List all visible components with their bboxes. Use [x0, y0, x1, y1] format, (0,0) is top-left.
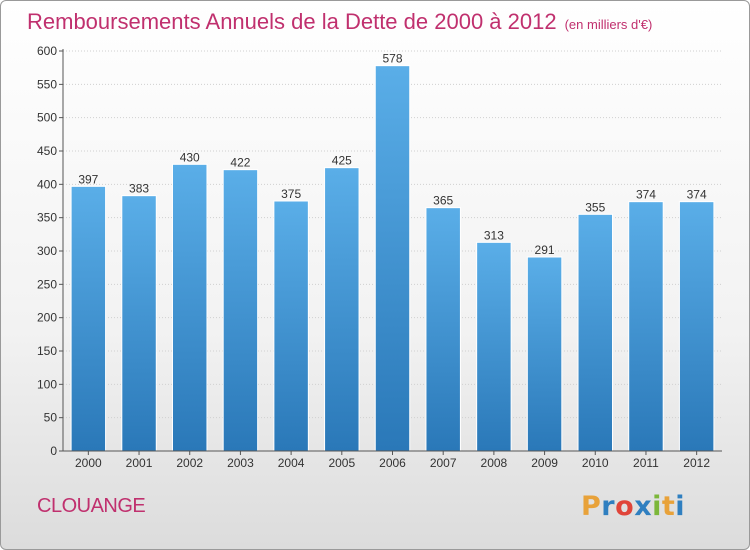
bar-value-label: 355 — [585, 200, 605, 214]
logo-letter: r — [601, 491, 616, 522]
x-tick-label: 2004 — [278, 456, 305, 470]
bar-value-label: 291 — [535, 243, 555, 257]
y-tick-label: 350 — [37, 211, 57, 225]
x-tick-label: 2011 — [633, 456, 659, 470]
bar — [628, 201, 664, 452]
y-tick-label: 200 — [37, 311, 57, 325]
x-tick-label: 2001 — [126, 456, 153, 470]
x-tick-label: 2012 — [683, 456, 710, 470]
y-tick-label: 600 — [37, 44, 57, 58]
bar-value-label: 578 — [382, 52, 402, 66]
bar — [526, 256, 563, 452]
bar — [577, 213, 614, 452]
bar-value-label: 313 — [484, 228, 504, 242]
y-tick-label: 400 — [37, 177, 57, 191]
bar — [273, 200, 309, 452]
y-tick-label: 550 — [37, 77, 57, 91]
bar — [374, 65, 411, 452]
bar-value-label: 383 — [129, 182, 149, 196]
bar — [425, 207, 461, 452]
bar — [324, 167, 360, 452]
bar-value-label: 375 — [281, 187, 301, 201]
y-tick-label: 500 — [37, 111, 57, 125]
commune-name: CLOUANGE — [37, 495, 146, 517]
chart-title: Remboursements Annuels de la Dette de 20… — [27, 9, 652, 35]
logo-letter: i — [675, 491, 686, 522]
logo-letter: P — [581, 491, 602, 522]
logo-letter: o — [615, 491, 635, 522]
bar — [678, 201, 715, 452]
x-tick-label: 2008 — [481, 456, 508, 470]
bar-value-label: 365 — [433, 194, 453, 208]
y-tick-label: 0 — [50, 444, 57, 458]
bar-value-label: 374 — [687, 188, 707, 202]
y-tick-label: 250 — [37, 277, 57, 291]
chart-subtitle: (en milliers d'€) — [564, 17, 653, 32]
proxiti-logo[interactable]: Proxiti — [581, 491, 685, 522]
bar-value-label: 430 — [180, 150, 200, 164]
bar — [171, 163, 208, 452]
y-tick-label: 50 — [44, 411, 58, 425]
bar — [121, 195, 157, 452]
logo-letter: t — [661, 491, 676, 522]
logo-letter: x — [634, 491, 653, 522]
x-tick-label: 2009 — [531, 456, 558, 470]
bar — [70, 185, 107, 452]
y-tick-label: 150 — [37, 344, 57, 358]
bar-value-label: 374 — [636, 188, 656, 202]
x-tick-label: 2006 — [379, 456, 406, 470]
x-tick-label: 2010 — [582, 456, 609, 470]
x-tick-label: 2005 — [328, 456, 355, 470]
bar-value-label: 425 — [332, 154, 352, 168]
bar-value-label: 397 — [78, 172, 98, 186]
logo-letter: i — [652, 491, 662, 522]
x-tick-label: 2007 — [430, 456, 457, 470]
title-text: Remboursements Annuels de la Dette de 20… — [27, 9, 557, 34]
bar — [222, 169, 259, 452]
x-tick-label: 2003 — [227, 456, 254, 470]
bar-value-label: 422 — [230, 156, 250, 170]
x-tick-label: 2000 — [75, 456, 102, 470]
x-tick-label: 2002 — [176, 456, 203, 470]
y-tick-label: 450 — [37, 144, 57, 158]
y-tick-label: 300 — [37, 244, 57, 258]
bar — [476, 241, 512, 452]
y-tick-label: 100 — [37, 377, 57, 391]
